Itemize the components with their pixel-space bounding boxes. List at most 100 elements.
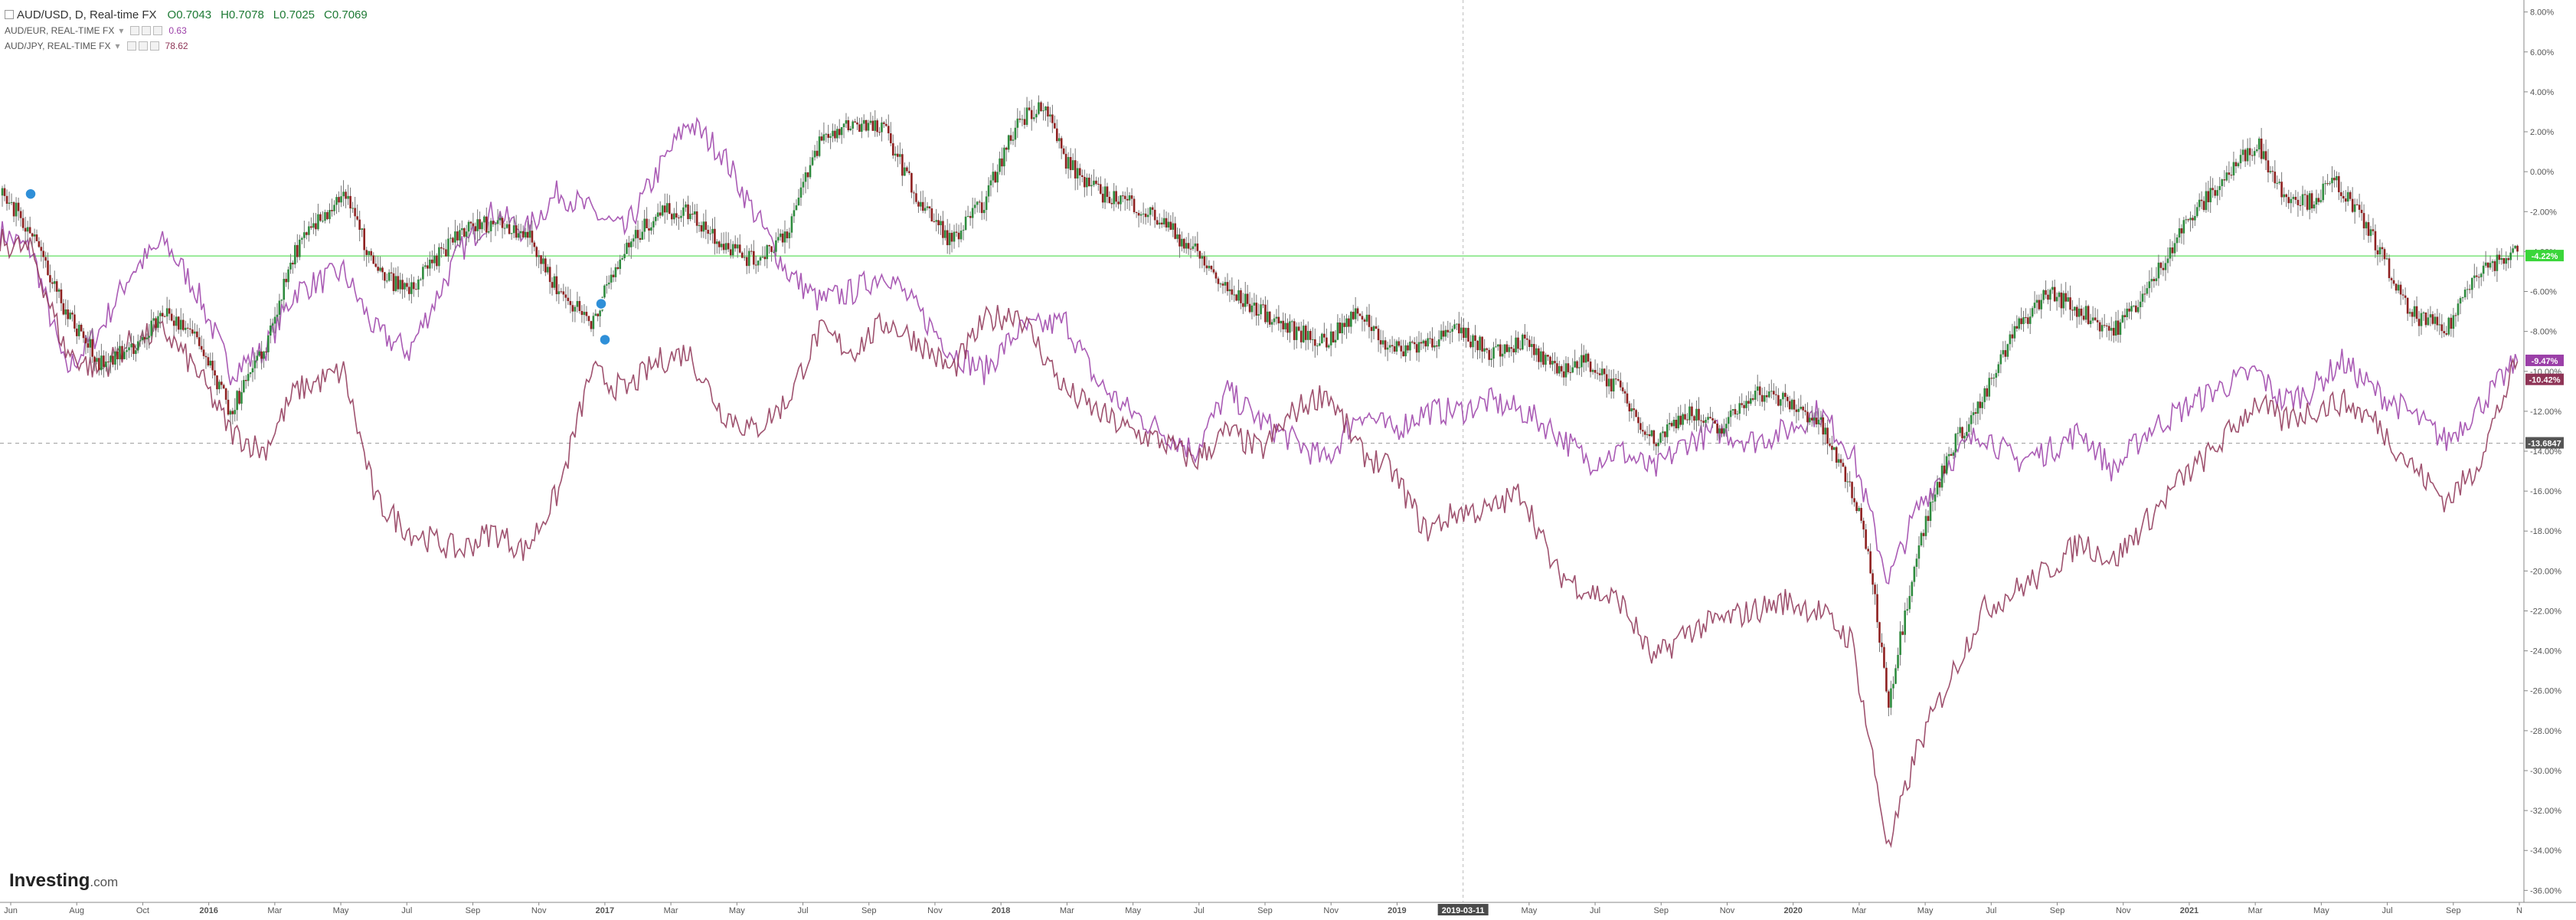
candle-body	[1133, 198, 1136, 212]
candle-body	[1368, 314, 1371, 327]
candle-body	[1327, 345, 1330, 348]
candle-body	[1686, 419, 1688, 421]
candle-body	[1117, 201, 1120, 205]
x-tick-label: Oct	[136, 906, 149, 915]
x-tick-label: Jun	[4, 906, 18, 915]
candle-body	[891, 142, 894, 156]
candle-body	[1472, 335, 1474, 348]
y-tick-label: -20.00%	[2530, 567, 2561, 576]
candle-body	[1888, 691, 1890, 708]
candle-body	[946, 230, 949, 246]
candle-body	[1835, 447, 1838, 463]
candle-body	[110, 355, 112, 362]
candle-body	[2006, 344, 2009, 357]
candle-body	[1517, 337, 1519, 349]
candle-body	[1499, 344, 1502, 357]
candle-body	[1915, 558, 1918, 567]
candle-body	[528, 231, 531, 238]
candle-body	[1474, 335, 1476, 341]
candle-body	[1078, 168, 1081, 175]
candle-body	[273, 316, 276, 324]
x-tick-label: Mar	[2248, 906, 2263, 915]
candle-body	[2013, 326, 2016, 339]
candle-body	[1262, 304, 1264, 306]
candle-body	[585, 312, 588, 316]
candle-body	[2324, 183, 2326, 185]
candle-body	[740, 252, 744, 258]
candle-body	[2098, 322, 2101, 332]
candle-body	[878, 132, 881, 133]
candle-body	[2470, 277, 2473, 290]
candle-body	[654, 216, 657, 221]
collapse-icon[interactable]	[5, 10, 14, 19]
candle-body	[663, 205, 666, 213]
candle-body	[1773, 391, 1775, 395]
candle-body	[26, 227, 29, 232]
candle-body	[1929, 502, 1932, 522]
x-tick-label: Jul	[1590, 906, 1600, 915]
candle-body	[1535, 348, 1538, 355]
visibility-icon[interactable]	[130, 26, 140, 35]
candle-body	[1512, 349, 1515, 352]
candle-body	[218, 381, 221, 390]
candle-body	[1178, 234, 1181, 247]
visibility-icon[interactable]	[126, 41, 136, 51]
event-marker-icon[interactable]	[25, 188, 37, 200]
candle-body	[1257, 314, 1260, 316]
candle-body	[1924, 516, 1927, 536]
candle-body	[1607, 378, 1610, 387]
event-marker-icon[interactable]	[595, 297, 607, 310]
settings-icon[interactable]	[138, 41, 148, 51]
candle-body	[1417, 342, 1420, 353]
legend-compare-row-jpy[interactable]: AUD/JPY, REAL-TIME FX ▾ 78.62	[5, 38, 377, 54]
candle-body	[1931, 501, 1934, 503]
candle-body	[2202, 201, 2205, 211]
candle-body	[481, 222, 483, 230]
candle-body	[1662, 431, 1664, 434]
dropdown-icon[interactable]: ▾	[119, 25, 124, 36]
candle-body	[1892, 683, 1894, 689]
candle-body	[3, 188, 6, 196]
candle-body	[2077, 308, 2081, 317]
settings-icon[interactable]	[142, 26, 152, 35]
candle-body	[1784, 392, 1787, 398]
candle-body	[1153, 209, 1156, 221]
candle-body	[1001, 158, 1003, 167]
dropdown-icon[interactable]: ▾	[115, 41, 120, 51]
y-tick-label: 8.00%	[2530, 8, 2554, 18]
candle-body	[2025, 317, 2027, 319]
candle-body	[28, 227, 31, 234]
candle-body	[1802, 407, 1804, 411]
candle-body	[1030, 110, 1033, 120]
candle-body	[521, 231, 525, 237]
candle-body	[1326, 337, 1328, 348]
y-tick-label: -28.00%	[2530, 727, 2561, 736]
candle-body	[2500, 257, 2503, 260]
candle-body	[1488, 349, 1490, 360]
event-marker-icon[interactable]	[599, 333, 611, 346]
candle-body	[1442, 330, 1445, 337]
candle-body	[49, 275, 51, 283]
candle-body	[2159, 262, 2162, 268]
candle-body	[2045, 290, 2047, 295]
candle-body	[1456, 323, 1458, 325]
candle-body	[331, 210, 333, 211]
close-icon[interactable]	[153, 26, 163, 35]
candle-body	[1185, 243, 1188, 249]
candle-body	[985, 196, 988, 211]
level-badge	[2525, 437, 2564, 449]
close-icon[interactable]	[149, 41, 159, 51]
candle-body	[809, 165, 812, 178]
legend-compare-row-eur[interactable]: AUD/EUR, REAL-TIME FX ▾ 0.63	[5, 23, 377, 38]
candle-body	[2369, 229, 2372, 236]
candle-body	[2331, 178, 2333, 184]
candle-body	[1221, 283, 1224, 286]
candle-body	[74, 314, 76, 329]
candle-body	[727, 243, 730, 250]
legend-main-row[interactable]: AUD/USD, D, Real-time FX O0.7043 H0.7078…	[5, 6, 377, 23]
candle-body	[1705, 420, 1707, 423]
candle-body	[1162, 218, 1165, 224]
candle-body	[881, 122, 883, 133]
